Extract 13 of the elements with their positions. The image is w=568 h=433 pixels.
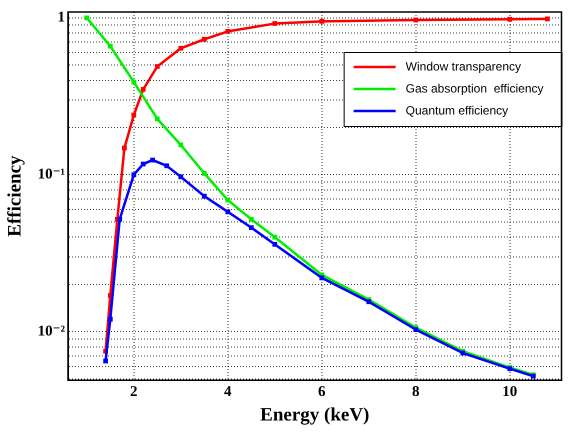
x-tick-label: 4 (224, 384, 232, 400)
legend-label: Window transparency (406, 59, 522, 74)
y-tick-label: 10⁻¹ (38, 166, 65, 183)
legend-label: Gas absorption efficiency (406, 81, 544, 96)
x-axis-title: Energy (keV) (260, 404, 370, 426)
y-tick-label: 1 (58, 10, 65, 26)
y-tick-label: 10⁻² (38, 323, 66, 340)
legend-label: Quantum efficiency (406, 103, 508, 118)
x-tick-label: 6 (318, 384, 326, 400)
x-tick-label: 8 (412, 384, 420, 400)
x-tick-label: 10 (502, 384, 518, 400)
y-axis-title: Efficiency (4, 154, 26, 237)
x-tick-label: 2 (130, 384, 138, 400)
